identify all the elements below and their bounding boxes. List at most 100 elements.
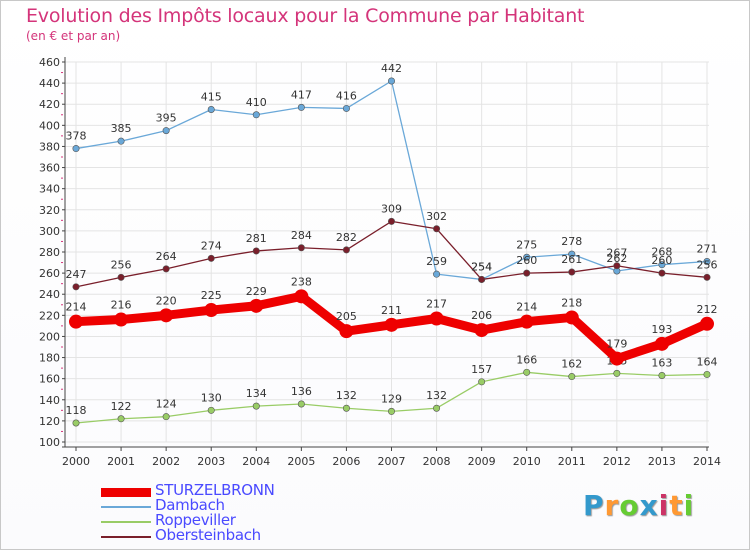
y-tick-label: 240 (39, 288, 60, 301)
data-label-sturzelbronn: 214 (516, 301, 537, 314)
data-label-roppeviller: 129 (381, 392, 402, 405)
y-tick-label: 460 (39, 56, 60, 69)
data-label-sturzelbronn: 218 (561, 296, 582, 309)
data-label-roppeviller: 157 (471, 363, 492, 376)
y-tick-label: 220 (39, 309, 60, 322)
data-point-sturzelbronn (204, 303, 219, 318)
data-label-roppeviller: 124 (156, 398, 177, 411)
data-label-obersteinbach: 282 (336, 231, 357, 244)
x-tick-label: 2004 (242, 455, 270, 468)
logo-letter: x (639, 489, 659, 522)
data-label-dambach: 378 (66, 130, 87, 143)
data-point-dambach (117, 137, 125, 145)
y-tick-label: 380 (39, 140, 60, 153)
data-point-obersteinbach (387, 217, 395, 225)
data-label-obersteinbach: 247 (66, 268, 87, 281)
logo-letter: r (604, 489, 620, 522)
data-label-roppeviller: 130 (201, 391, 222, 404)
data-point-obersteinbach (613, 262, 621, 270)
data-point-dambach (342, 104, 350, 112)
data-label-roppeviller: 166 (516, 353, 537, 366)
data-point-roppeviller (207, 406, 215, 414)
data-point-sturzelbronn (654, 336, 669, 351)
data-point-obersteinbach (297, 244, 305, 252)
x-tick-label: 2010 (513, 455, 541, 468)
data-label-obersteinbach: 302 (426, 210, 447, 223)
data-label-dambach: 262 (606, 252, 627, 265)
data-label-dambach: 385 (111, 122, 132, 135)
y-tick-label: 260 (39, 267, 60, 280)
logo-letter: o (619, 489, 640, 522)
data-point-obersteinbach (478, 275, 486, 283)
x-tick-label: 2006 (332, 455, 360, 468)
data-point-dambach (658, 261, 666, 269)
data-point-sturzelbronn (429, 311, 444, 326)
data-point-roppeviller (568, 373, 576, 381)
y-tick-label: 360 (39, 162, 60, 175)
y-tick-label: 200 (39, 330, 60, 343)
data-label-sturzelbronn: 212 (697, 303, 718, 316)
y-tick-label: 320 (39, 204, 60, 217)
data-label-dambach: 254 (471, 260, 492, 273)
data-label-roppeviller: 164 (697, 355, 718, 368)
data-label-sturzelbronn: 225 (201, 289, 222, 302)
y-tick-label: 340 (39, 183, 60, 196)
x-tick-label: 2012 (603, 455, 631, 468)
data-point-roppeviller (342, 404, 350, 412)
data-point-obersteinbach (703, 273, 711, 281)
data-point-roppeviller (72, 419, 80, 427)
data-point-sturzelbronn (609, 351, 624, 366)
data-point-obersteinbach (568, 268, 576, 276)
data-label-obersteinbach: 264 (156, 250, 177, 263)
legend-label: Obersteinbach (155, 526, 261, 544)
data-point-sturzelbronn (564, 310, 579, 325)
data-label-obersteinbach: 260 (516, 254, 537, 267)
data-label-roppeviller: 118 (66, 404, 87, 417)
data-point-obersteinbach (162, 265, 170, 273)
legend-label: Roppeviller (155, 511, 236, 529)
data-point-roppeviller (523, 368, 531, 376)
data-label-sturzelbronn: 238 (291, 275, 312, 288)
data-point-roppeviller (478, 378, 486, 386)
data-label-dambach: 278 (561, 235, 582, 248)
y-tick-label: 280 (39, 246, 60, 259)
data-label-dambach: 268 (651, 246, 672, 259)
y-tick-label: 300 (39, 225, 60, 238)
legend-label: Dambach (155, 496, 225, 514)
y-tick-label: 440 (39, 77, 60, 90)
data-label-obersteinbach: 281 (246, 232, 267, 245)
data-label-obersteinbach: 256 (697, 258, 718, 271)
data-label-obersteinbach: 284 (291, 229, 312, 242)
x-tick-label: 2007 (378, 455, 406, 468)
x-tick-label: 2011 (558, 455, 586, 468)
data-label-roppeviller: 136 (291, 385, 312, 398)
data-point-roppeviller (703, 370, 711, 378)
data-point-roppeviller (162, 413, 170, 421)
data-label-sturzelbronn: 220 (156, 294, 177, 307)
data-point-sturzelbronn (384, 317, 399, 332)
data-point-roppeviller (433, 404, 441, 412)
data-label-dambach: 271 (697, 243, 718, 256)
data-label-dambach: 259 (426, 255, 447, 268)
data-label-roppeviller: 163 (651, 357, 672, 370)
data-label-roppeviller: 162 (561, 358, 582, 371)
data-label-dambach: 275 (516, 238, 537, 251)
x-tick-label: 2000 (62, 455, 90, 468)
data-label-obersteinbach: 260 (651, 254, 672, 267)
data-label-dambach: 395 (156, 112, 177, 125)
data-label-roppeviller: 134 (246, 387, 267, 400)
x-tick-label: 2002 (152, 455, 180, 468)
legend-swatch (101, 536, 151, 538)
data-label-sturzelbronn: 216 (111, 299, 132, 312)
y-tick-label: 180 (39, 352, 60, 365)
y-tick-label: 100 (39, 436, 60, 449)
data-label-obersteinbach: 309 (381, 202, 402, 215)
data-point-sturzelbronn (519, 314, 534, 329)
y-tick-label: 400 (39, 119, 60, 132)
data-label-sturzelbronn: 193 (651, 323, 672, 336)
x-tick-label: 2008 (423, 455, 451, 468)
data-point-roppeviller (297, 400, 305, 408)
data-label-sturzelbronn: 217 (426, 298, 447, 311)
y-tick-label: 420 (39, 98, 60, 111)
